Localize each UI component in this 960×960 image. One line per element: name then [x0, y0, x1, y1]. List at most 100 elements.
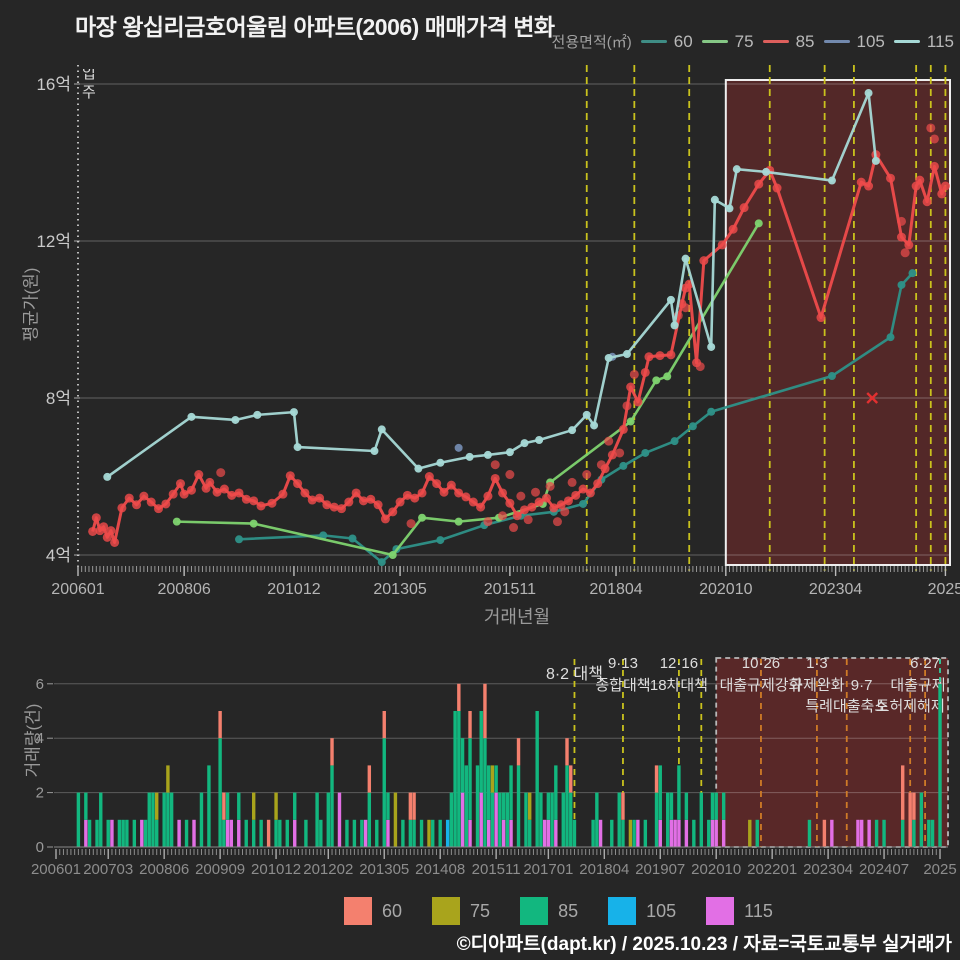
- volume-bar-85: [360, 819, 364, 847]
- legend-square-swatch: [520, 897, 549, 925]
- volume-bar-85: [669, 792, 674, 820]
- price-point-85: [446, 480, 456, 490]
- price-point-85: [285, 471, 295, 481]
- volume-legend-item-115[interactable]: 115: [706, 897, 773, 925]
- volume-bar-60: [412, 792, 416, 820]
- price-scatter-85: [509, 523, 519, 533]
- volume-bar-85: [274, 819, 278, 847]
- price-x-tick-label: 201012: [267, 581, 320, 598]
- volume-bar-85: [457, 711, 461, 847]
- volume-bar-85: [244, 819, 248, 847]
- price-scatter-85: [490, 460, 500, 470]
- price-point-85: [505, 498, 515, 508]
- price-point-60: [908, 269, 917, 278]
- policy-date-202110: 10·26: [742, 655, 780, 672]
- volume-y-tick-label: 4: [36, 730, 44, 747]
- volume-bar-85: [121, 819, 125, 847]
- policy-name-202506: 대출규제: [890, 677, 945, 694]
- area-legend-item-75[interactable]: 75: [701, 32, 754, 52]
- price-point-75: [454, 517, 463, 526]
- price-point-115: [293, 443, 302, 452]
- price-point-60: [377, 558, 386, 567]
- volume-legend-item-75[interactable]: 75: [432, 897, 490, 925]
- price-point-85: [454, 488, 464, 498]
- price-point-115: [871, 156, 880, 165]
- page-title: 마장 왕십리금호어울림 아파트(2006) 매매가격 변화: [75, 14, 555, 40]
- price-point-85: [424, 472, 434, 481]
- price-point-115: [370, 446, 379, 455]
- move-in-label-char: 주: [82, 84, 96, 101]
- price-point-85: [563, 496, 573, 506]
- area-legend-item-105[interactable]: 105: [823, 32, 885, 52]
- price-x-tick-label: 201804: [589, 581, 642, 598]
- area-legend-item-115[interactable]: 115: [893, 32, 954, 52]
- volume-bar-115: [859, 819, 864, 847]
- volume-bar-85: [561, 792, 565, 847]
- price-point-85: [293, 479, 303, 489]
- price-scatter-85: [900, 248, 910, 258]
- price-point-85: [106, 526, 116, 536]
- price-point-115: [864, 89, 873, 98]
- price-point-85: [344, 497, 354, 507]
- volume-bar-85: [707, 819, 711, 847]
- volume-bar-115: [598, 819, 603, 847]
- price-point-85: [754, 179, 764, 189]
- price-point-115: [681, 254, 690, 263]
- price-point-85: [644, 352, 654, 362]
- volume-bar-85: [438, 819, 442, 847]
- price-point-60: [897, 280, 906, 289]
- volume-bar-115: [460, 792, 465, 847]
- price-point-75: [418, 513, 427, 522]
- price-point-115: [231, 415, 240, 424]
- price-point-85: [267, 498, 277, 508]
- volume-bar-75: [748, 819, 752, 847]
- area-legend-item-60[interactable]: 60: [640, 32, 693, 52]
- volume-bar-85: [155, 819, 159, 847]
- volume-bar-85: [486, 765, 491, 820]
- legend-square-swatch: [608, 897, 637, 925]
- price-point-75: [172, 517, 181, 526]
- price-point-85: [937, 189, 947, 199]
- legend-line-swatch: [640, 40, 667, 43]
- price-point-115: [436, 458, 445, 467]
- price-point-115: [707, 342, 716, 351]
- volume-x-tick-label: 201012: [251, 861, 301, 878]
- volume-legend-item-85[interactable]: 85: [520, 897, 578, 925]
- volume-bar-85: [132, 819, 137, 847]
- volume-bar-85: [199, 792, 204, 847]
- price-point-85: [212, 487, 222, 497]
- volume-bar-85: [401, 819, 405, 847]
- volume-bar-60: [483, 683, 487, 739]
- volume-legend-item-60[interactable]: 60: [344, 897, 402, 925]
- policy-name-202301: 규제완화: [789, 677, 844, 694]
- price-highlight-region: [724, 79, 951, 566]
- price-point-85: [498, 488, 508, 498]
- volume-bar-85: [222, 819, 226, 847]
- area-legend-item-85[interactable]: 85: [762, 32, 815, 52]
- price-point-115: [377, 425, 386, 434]
- price-scatter-85: [531, 487, 540, 497]
- price-scatter-85: [505, 470, 515, 480]
- price-point-85: [91, 513, 101, 523]
- price-point-85: [772, 183, 782, 193]
- price-point-85: [300, 488, 310, 498]
- price-y-tick-label: 12억: [36, 232, 71, 251]
- volume-bar-85: [572, 819, 577, 847]
- volume-legend-item-105[interactable]: 105: [608, 897, 676, 925]
- volume-bar-60: [912, 792, 916, 820]
- volume-bar-60: [516, 738, 521, 766]
- price-point-85: [549, 503, 559, 513]
- price-point-85: [241, 494, 251, 504]
- price-x-tick-label: 202304: [809, 581, 862, 598]
- volume-bar-60: [218, 711, 222, 739]
- price-point-60: [579, 499, 588, 508]
- price-point-85: [395, 497, 405, 507]
- price-point-85: [161, 499, 171, 509]
- volume-bar-115: [673, 819, 677, 847]
- price-point-85: [110, 537, 120, 547]
- volume-x-tick-label: 200909: [195, 861, 245, 878]
- volume-bar-85: [76, 792, 81, 847]
- price-point-85: [380, 514, 390, 524]
- price-point-85: [99, 522, 109, 532]
- volume-bar-115: [177, 819, 181, 847]
